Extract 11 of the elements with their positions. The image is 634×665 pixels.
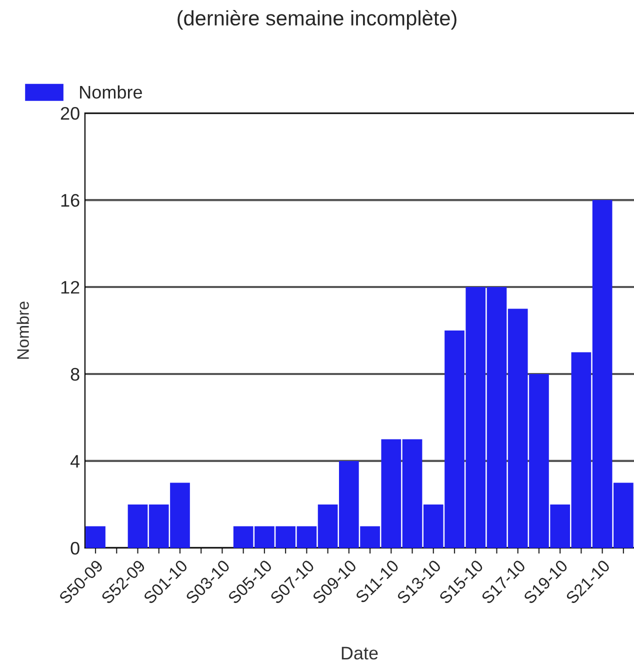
legend-label: Nombre [80, 85, 142, 99]
y-tick-label: 16 [61, 194, 80, 207]
bar [86, 526, 106, 548]
y-tick-label: 20 [60, 106, 80, 120]
y-axis-title: Nombre [16, 302, 29, 359]
y-tick-label: 12 [61, 280, 80, 294]
x-axis-title: Date [342, 646, 378, 660]
y-tick-label: 0 [70, 542, 80, 555]
y-tick-label: 8 [70, 368, 80, 381]
y-tick-label: 4 [70, 455, 80, 468]
chart-title: (dernière semaine incomplète) [178, 10, 456, 30]
